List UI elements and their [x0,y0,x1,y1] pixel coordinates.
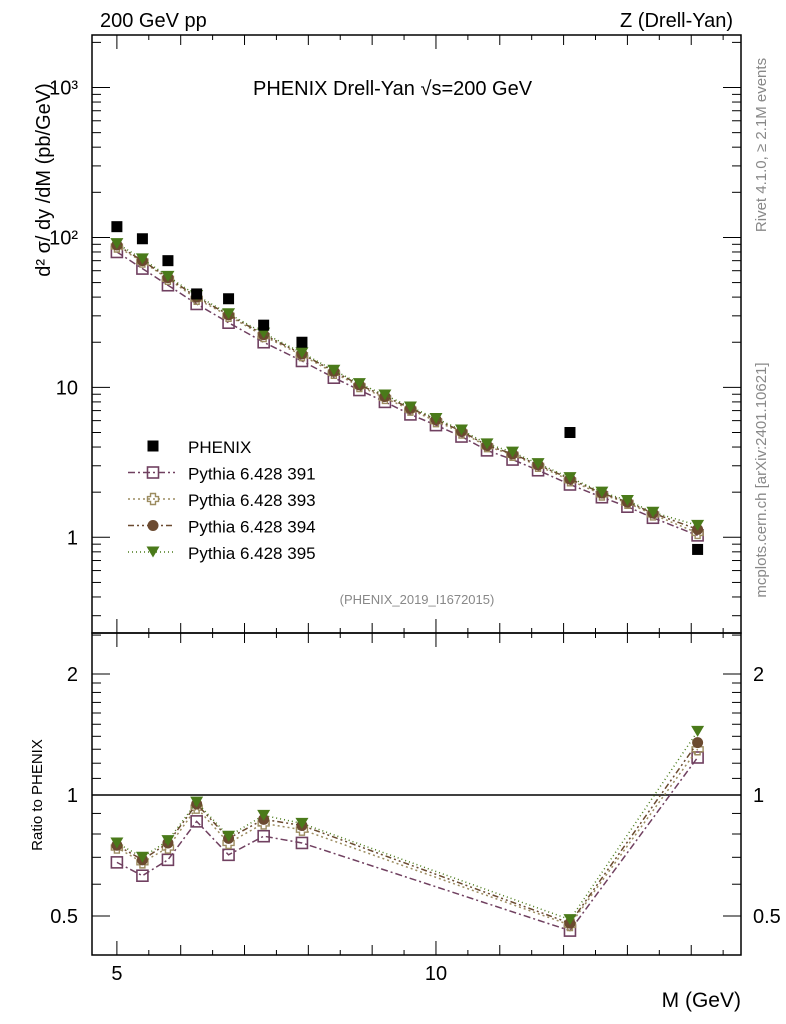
sqrt-symbol: √ [420,78,431,100]
phenix-data-point [136,233,148,245]
phenix-data-point [564,427,576,439]
ratio-point-2 [692,737,704,749]
title-prefix: PHENIX Drell-Yan [253,78,420,100]
x-tick-label: 10 [425,963,447,985]
x-tick-label: 5 [111,963,122,985]
mc-point-3 [454,424,468,436]
ratio-point-3 [135,851,149,863]
legend-label: Pythia 6.428 394 [188,518,316,537]
ratio-tick-label-right: 1 [753,785,764,807]
ratio-y-axis-label: Ratio to PHENIX [29,739,46,851]
legend-marker [146,546,160,558]
mcplots-info: mcplots.cern.ch [arXiv:2401.10621] [753,362,770,597]
x-axis-label: M (GeV) [662,989,741,1012]
ratio-line-2 [116,742,699,925]
ratio-point-3 [691,725,705,737]
mc-point-3 [352,378,366,390]
mc-point-3 [691,519,705,531]
phenix-data-point [223,293,235,305]
phenix-data-point [692,543,704,555]
mc-point-3 [222,308,236,320]
y-tick-label: 10³ [49,78,78,100]
y-tick-label: 10² [49,227,78,249]
ratio-line-3 [116,730,699,921]
ratio-point-0 [222,848,235,862]
mc-point-3 [110,238,124,250]
phenix-data-point [258,319,270,331]
ratio-tick-label: 0.5 [50,906,78,928]
header-left-label: 200 GeV pp [100,10,207,32]
ratio-point-3 [222,830,236,842]
title-suffix: s=200 GeV [431,78,532,100]
mc-point-3 [135,253,149,265]
y-tick-label: 10 [56,377,78,399]
phenix-data-point [111,221,123,233]
ratio-line-0 [116,757,699,932]
legend-marker [147,520,159,531]
mc-point-3 [620,494,634,506]
phenix-data-point [162,255,174,267]
ratio-tick-label: 1 [67,785,78,807]
ratio-point-3 [295,817,309,829]
ratio-tick-label: 2 [67,664,78,686]
ratio-point-0 [110,856,124,869]
ratio-point-3 [161,835,175,847]
legend-label: Pythia 6.428 391 [188,465,316,484]
phenix-data-point [296,336,308,348]
mc-point-3 [531,458,545,470]
legend-label: Pythia 6.428 393 [188,491,316,510]
mc-point-3 [429,413,443,425]
ratio-tick-label-right: 2 [753,664,764,686]
ratio-point-3 [110,837,124,849]
analysis-id: (PHENIX_2019_I1672015) [340,592,495,607]
ratio-tick-label-right: 0.5 [753,906,781,928]
ratio-frame [91,632,742,956]
rivet-info: Rivet 4.1.0, ≥ 2.1M events [753,58,770,232]
ratio-line-1 [116,748,699,926]
ratio-point-0 [257,829,270,843]
legend-marker [146,492,160,506]
ratio-point-0 [295,836,309,850]
mc-point-3 [646,506,660,518]
ratio-point-0 [161,853,175,867]
y-tick-label: 1 [67,527,78,549]
mc-point-3 [327,364,341,376]
phenix-data-point [191,288,203,300]
mc-line-2 [116,244,698,531]
ratio-point-3 [563,914,577,926]
mc-line-1 [116,245,698,534]
header-right-label: Z (Drell-Yan) [620,10,733,32]
legend-label: PHENIX [188,438,251,457]
mc-line-0 [116,251,698,537]
ratio-point-0 [136,869,149,882]
mc-point-3 [161,270,175,282]
plot-title: PHENIX Drell-Yan √s=200 GeV [253,78,533,100]
mc-point-3 [563,472,577,484]
ratio-point-3 [190,796,204,808]
ratio-point-0 [190,815,203,828]
legend-marker [146,466,160,479]
legend-marker [147,440,159,452]
mc-point-3 [403,401,417,413]
legend-label: Pythia 6.428 395 [188,544,316,563]
mc-point-3 [506,446,520,458]
y-axis-label: d² σ/ dy /dM (pb/GeV) [33,83,55,277]
mc-point-3 [378,389,392,401]
mc-point-3 [595,486,609,498]
mc-point-3 [480,438,494,450]
ratio-point-3 [257,809,271,821]
mc-point-3 [295,347,309,359]
